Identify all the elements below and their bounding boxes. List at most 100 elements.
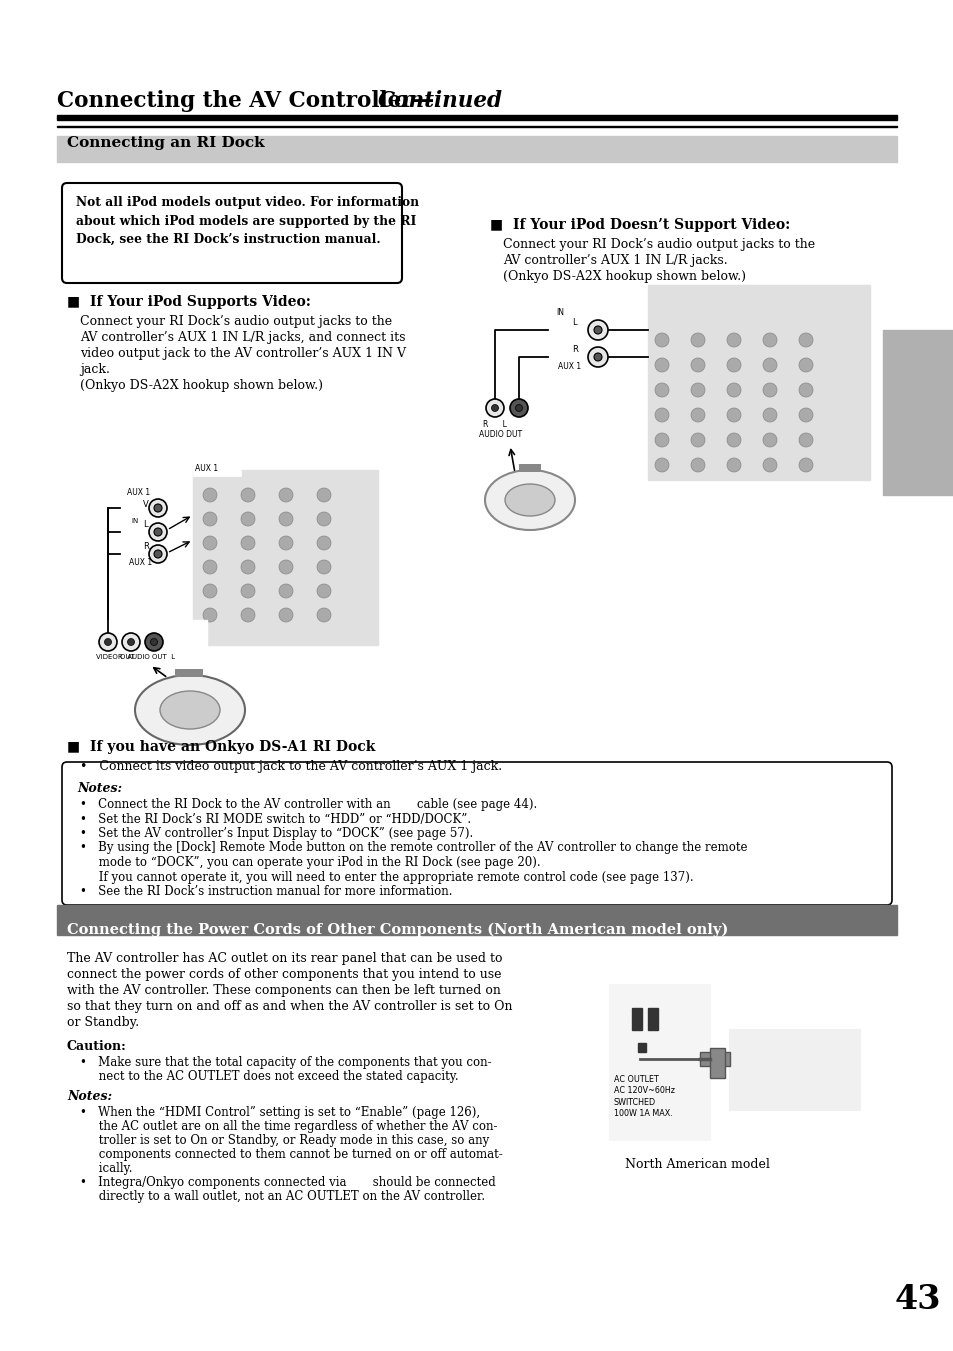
Circle shape [278, 512, 293, 526]
Text: L: L [143, 520, 148, 530]
Ellipse shape [504, 484, 555, 516]
Text: (Onkyo DS-A2X hookup shown below.): (Onkyo DS-A2X hookup shown below.) [80, 380, 323, 392]
Text: •   When the “HDMI Control” setting is set to “Enable” (page 126),: • When the “HDMI Control” setting is set… [80, 1106, 479, 1119]
Circle shape [799, 382, 812, 397]
Circle shape [726, 434, 740, 447]
Text: The AV controller has AC outlet on its rear panel that can be used to: The AV controller has AC outlet on its r… [67, 952, 502, 965]
Text: AV controller’s AUX 1 IN L/R jacks, and connect its: AV controller’s AUX 1 IN L/R jacks, and … [80, 331, 405, 345]
Circle shape [690, 382, 704, 397]
Text: IN: IN [131, 517, 138, 524]
Text: the AC outlet are on all the time regardless of whether the AV con-: the AC outlet are on all the time regard… [80, 1120, 497, 1133]
Circle shape [316, 536, 331, 550]
Circle shape [726, 358, 740, 372]
Text: Connect your RI Dock’s audio output jacks to the: Connect your RI Dock’s audio output jack… [80, 315, 392, 328]
FancyBboxPatch shape [62, 762, 891, 905]
Ellipse shape [484, 470, 575, 530]
Text: 43: 43 [894, 1283, 941, 1316]
Circle shape [587, 320, 607, 340]
Circle shape [241, 488, 254, 503]
Circle shape [510, 399, 527, 417]
Text: •   Make sure that the total capacity of the components that you con-: • Make sure that the total capacity of t… [80, 1056, 491, 1069]
Circle shape [316, 561, 331, 574]
Circle shape [151, 639, 157, 646]
Circle shape [515, 404, 522, 412]
Circle shape [485, 399, 503, 417]
Bar [729, 1029, 859, 1111]
Circle shape [690, 434, 704, 447]
Circle shape [105, 639, 112, 646]
Circle shape [316, 488, 331, 503]
Circle shape [241, 512, 254, 526]
Circle shape [655, 458, 668, 471]
Circle shape [241, 608, 254, 621]
Circle shape [655, 358, 668, 372]
Text: Continued: Continued [377, 91, 502, 112]
Circle shape [594, 326, 601, 334]
FancyBboxPatch shape [62, 182, 401, 282]
Text: R      L: R L [482, 420, 506, 430]
Bar [631, 1008, 641, 1029]
Bar [518, 463, 540, 471]
Circle shape [799, 434, 812, 447]
Circle shape [726, 458, 740, 471]
Bar [609, 985, 709, 1140]
Circle shape [762, 332, 776, 347]
Bar [638, 1043, 645, 1052]
Circle shape [726, 408, 740, 422]
Text: VIDEO OUT: VIDEO OUT [96, 654, 134, 661]
Circle shape [241, 584, 254, 598]
Text: so that they turn on and off as and when the AV controller is set to On: so that they turn on and off as and when… [67, 1000, 512, 1013]
Circle shape [655, 332, 668, 347]
Circle shape [726, 382, 740, 397]
Circle shape [690, 358, 704, 372]
Circle shape [762, 382, 776, 397]
Text: AUX 1: AUX 1 [127, 488, 150, 497]
Circle shape [241, 561, 254, 574]
Bar [709, 1048, 724, 1078]
Circle shape [762, 358, 776, 372]
Text: with the AV controller. These components can then be left turned on: with the AV controller. These components… [67, 984, 500, 997]
Circle shape [128, 639, 134, 646]
Circle shape [594, 353, 601, 361]
Circle shape [762, 458, 776, 471]
Text: IN: IN [556, 308, 563, 317]
Bar [882, 330, 953, 494]
Circle shape [241, 536, 254, 550]
Text: Connecting the AV Controller—: Connecting the AV Controller— [57, 91, 434, 112]
Text: AUX 1: AUX 1 [129, 558, 152, 567]
Text: V: V [143, 500, 149, 509]
Text: •   Connect the RI Dock to the AV controller with an       cable (see page 44).: • Connect the RI Dock to the AV controll… [80, 798, 537, 811]
Text: jack.: jack. [80, 363, 110, 376]
Circle shape [726, 332, 740, 347]
Circle shape [99, 634, 117, 651]
Text: Connect your RI Dock’s audio output jacks to the: Connect your RI Dock’s audio output jack… [502, 238, 814, 251]
Text: or Standby.: or Standby. [67, 1016, 139, 1029]
Circle shape [491, 404, 498, 412]
Text: video output jack to the AV controller’s AUX 1 IN V: video output jack to the AV controller’s… [80, 347, 406, 359]
Text: •   Set the RI Dock’s RI MODE switch to “HDD” or “HDD/DOCK”.: • Set the RI Dock’s RI MODE switch to “H… [80, 812, 471, 825]
Bar [647, 1008, 658, 1029]
Circle shape [690, 458, 704, 471]
Bar [120, 476, 190, 576]
Bar [57, 115, 896, 120]
Text: •   Integra/Onkyo components connected via       should be connected: • Integra/Onkyo components connected via… [80, 1175, 496, 1189]
Bar [57, 905, 896, 935]
Circle shape [762, 408, 776, 422]
Bar [57, 136, 896, 162]
Circle shape [203, 512, 216, 526]
Circle shape [203, 584, 216, 598]
Text: Connecting the Power Cords of Other Components (North American model only): Connecting the Power Cords of Other Comp… [67, 923, 727, 938]
Ellipse shape [160, 690, 220, 730]
Bar [91, 620, 207, 661]
Text: North American model: North American model [624, 1158, 769, 1171]
Text: If you cannot operate it, you will need to enter the appropriate remote control : If you cannot operate it, you will need … [80, 870, 693, 884]
Circle shape [122, 634, 140, 651]
Bar [174, 669, 203, 677]
Text: R  AUDIO OUT  L: R AUDIO OUT L [118, 654, 175, 661]
Bar [477, 380, 545, 444]
Text: Notes:: Notes: [67, 1090, 112, 1102]
Text: directly to a wall outlet, not an AC OUTLET on the AV controller.: directly to a wall outlet, not an AC OUT… [80, 1190, 485, 1202]
Text: R: R [143, 542, 149, 551]
Circle shape [203, 536, 216, 550]
Text: R: R [572, 345, 578, 354]
